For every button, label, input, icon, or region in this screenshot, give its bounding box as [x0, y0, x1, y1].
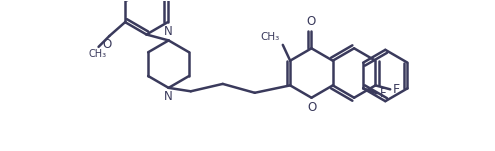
- Text: O: O: [307, 15, 316, 28]
- Text: F: F: [393, 83, 400, 96]
- Text: CH₃: CH₃: [88, 49, 106, 59]
- Text: N: N: [164, 25, 173, 38]
- Text: CH₃: CH₃: [260, 32, 279, 42]
- Text: F: F: [379, 87, 386, 100]
- Text: O: O: [103, 38, 112, 51]
- Text: N: N: [164, 90, 173, 103]
- Text: O: O: [308, 101, 317, 114]
